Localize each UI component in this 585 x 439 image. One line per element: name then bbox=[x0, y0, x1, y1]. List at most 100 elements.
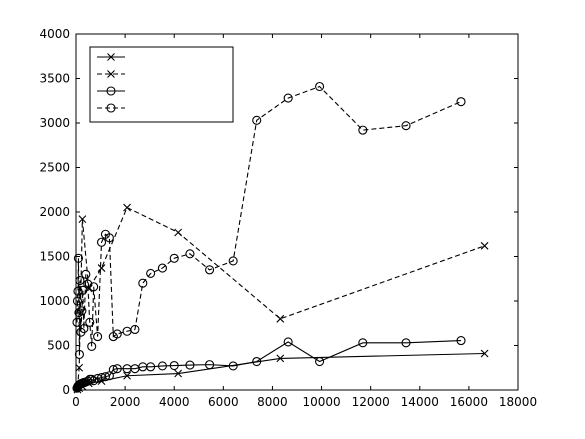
legend-marker bbox=[107, 53, 115, 61]
series-0-point bbox=[174, 369, 183, 378]
series-3-point bbox=[401, 121, 411, 131]
series-3-point bbox=[169, 253, 179, 263]
series-3-point bbox=[146, 268, 156, 278]
series-3-point bbox=[73, 286, 83, 296]
series-3-point bbox=[75, 275, 85, 286]
series-2-point bbox=[252, 356, 262, 367]
legend-marker bbox=[107, 70, 115, 78]
series-3-point bbox=[87, 341, 97, 351]
legend-entry-1 bbox=[97, 70, 125, 78]
series-1-point bbox=[75, 363, 84, 372]
y-tick-label: 4000 bbox=[39, 27, 70, 41]
series-1-point bbox=[276, 314, 285, 323]
series-3 bbox=[72, 81, 466, 359]
series-3-point bbox=[138, 278, 148, 288]
x-tick-label: 2000 bbox=[110, 395, 141, 409]
series-3-point bbox=[358, 125, 368, 135]
x-marker-stroke bbox=[97, 264, 106, 272]
series-2-point bbox=[87, 374, 97, 384]
series-2-point bbox=[456, 336, 466, 346]
x-marker-stroke bbox=[123, 203, 131, 212]
series-3-point bbox=[81, 269, 91, 279]
series-3-point bbox=[77, 306, 87, 316]
x-marker-stroke bbox=[480, 349, 489, 358]
x-tick-label: 0 bbox=[72, 395, 80, 409]
series-1-point bbox=[78, 215, 87, 224]
x-marker-stroke bbox=[480, 241, 489, 250]
series-2-point bbox=[205, 360, 215, 370]
legend-entry-3 bbox=[97, 103, 125, 113]
series-2-point bbox=[315, 356, 325, 367]
series-1-point bbox=[174, 228, 183, 237]
series-3-point bbox=[85, 317, 95, 327]
legend-marker bbox=[106, 103, 116, 113]
series-3-point bbox=[78, 285, 88, 295]
series-3-point bbox=[79, 324, 89, 334]
series-3-point bbox=[72, 317, 82, 327]
series-2 bbox=[72, 336, 466, 393]
series-3-point bbox=[228, 256, 238, 266]
x-tick-label: 4000 bbox=[159, 395, 190, 409]
x-tick-label: 10000 bbox=[302, 395, 340, 409]
x-marker-stroke bbox=[123, 371, 131, 380]
y-tick-label: 2000 bbox=[39, 205, 70, 219]
series-2-point bbox=[112, 364, 122, 374]
series-3-point bbox=[96, 237, 107, 247]
y-tick-label: 500 bbox=[47, 339, 70, 353]
series-3-point bbox=[456, 97, 466, 107]
series-2-point bbox=[169, 360, 179, 371]
series-2-point bbox=[157, 361, 167, 371]
series-layer bbox=[72, 81, 489, 394]
series-3-point bbox=[83, 279, 93, 289]
legend-box bbox=[89, 46, 234, 123]
series-3-point bbox=[104, 233, 114, 243]
series-2-point bbox=[146, 362, 156, 372]
x-tick-label: 18000 bbox=[499, 395, 537, 409]
series-2-point bbox=[108, 364, 118, 375]
y-tick-label: 0 bbox=[62, 383, 70, 397]
series-2-point bbox=[401, 338, 411, 348]
x-axis-ticks: 0 2000 4000 6000 8000 10000 12000 14000 16000 180… bbox=[72, 34, 537, 409]
legend-entry-0 bbox=[97, 53, 125, 61]
y-tick-label: 1500 bbox=[39, 250, 70, 264]
series-1-line bbox=[76, 206, 485, 388]
x-marker-stroke bbox=[174, 228, 183, 237]
x-marker-stroke bbox=[107, 70, 115, 78]
y-tick-label: 2500 bbox=[39, 161, 70, 175]
series-3-point bbox=[72, 296, 83, 306]
series-2-point bbox=[185, 360, 195, 370]
x-tick-label: 16000 bbox=[450, 395, 488, 409]
series-3-point bbox=[89, 282, 99, 292]
series-1-point bbox=[480, 241, 489, 250]
series-3-point bbox=[283, 93, 293, 103]
series-3-point bbox=[130, 324, 140, 335]
series-3-point bbox=[185, 249, 195, 259]
series-2-point bbox=[100, 372, 111, 382]
series-0-point bbox=[276, 354, 285, 363]
series-0-point bbox=[123, 371, 131, 380]
series-3-point bbox=[205, 265, 215, 275]
x-tick-label: 14000 bbox=[401, 395, 439, 409]
series-3-point bbox=[315, 81, 325, 92]
x-marker-stroke bbox=[276, 354, 285, 363]
y-tick-label: 3500 bbox=[39, 72, 70, 86]
x-marker-stroke bbox=[75, 363, 84, 372]
series-0-point bbox=[480, 349, 489, 358]
series-2-point bbox=[228, 361, 238, 371]
y-tick-label: 3000 bbox=[39, 116, 70, 130]
series-1-point bbox=[97, 264, 106, 272]
series-3-point bbox=[93, 332, 103, 342]
x-tick-label: 6000 bbox=[208, 395, 239, 409]
legend bbox=[89, 46, 234, 123]
series-1-point bbox=[123, 203, 131, 212]
y-tick-label: 1000 bbox=[39, 294, 70, 308]
x-tick-label: 8000 bbox=[257, 395, 288, 409]
series-3-point bbox=[252, 115, 262, 125]
x-marker-stroke bbox=[107, 53, 115, 61]
series-3-point bbox=[74, 349, 84, 359]
legend-marker bbox=[106, 86, 116, 96]
series-3-point bbox=[73, 253, 84, 263]
series-3-point bbox=[157, 263, 167, 273]
